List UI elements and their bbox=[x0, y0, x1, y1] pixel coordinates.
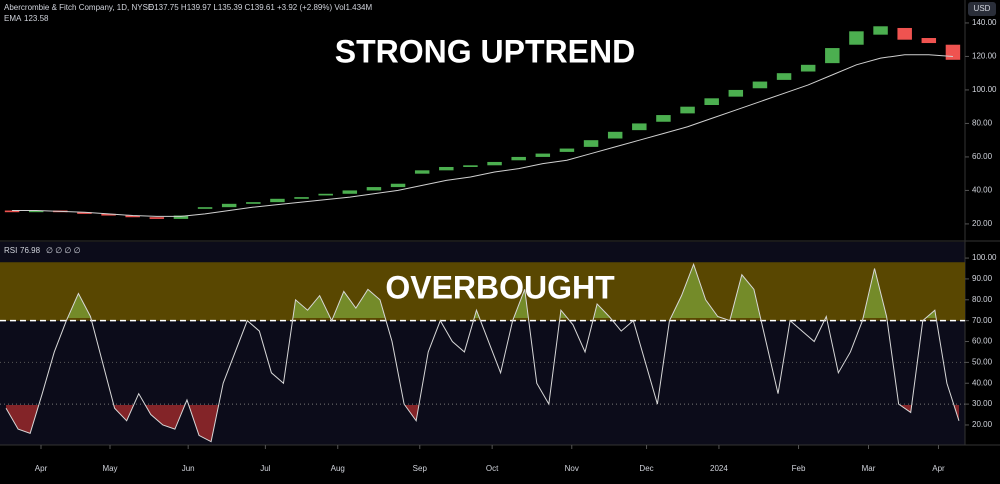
x-tick-label: Apr bbox=[35, 464, 48, 473]
y-tick-label: 70.00 bbox=[972, 316, 993, 325]
y-tick-label: 80.00 bbox=[972, 119, 993, 128]
candle bbox=[800, 64, 816, 72]
candle bbox=[559, 148, 575, 152]
x-tick-label: Feb bbox=[792, 464, 806, 473]
candle bbox=[535, 153, 551, 157]
y-tick-label: 50.00 bbox=[972, 357, 993, 366]
candle bbox=[294, 197, 309, 199]
overbought-band bbox=[0, 262, 965, 321]
candle bbox=[752, 81, 768, 89]
rsi-name: RSI bbox=[4, 246, 17, 255]
trend-annotation: STRONG UPTREND bbox=[335, 33, 635, 69]
candle bbox=[632, 123, 647, 131]
candle bbox=[487, 161, 502, 166]
candle bbox=[28, 210, 44, 213]
candle bbox=[776, 73, 792, 80]
oversold-fill bbox=[6, 405, 959, 442]
candle bbox=[680, 106, 695, 114]
y-tick-label: 30.00 bbox=[972, 399, 993, 408]
candle bbox=[246, 202, 261, 204]
y-tick-label: 140.00 bbox=[972, 18, 997, 27]
candle bbox=[149, 217, 165, 219]
candle bbox=[656, 115, 671, 122]
rsi-flags: ∅ ∅ ∅ ∅ bbox=[46, 246, 81, 255]
rsi-line bbox=[5, 262, 960, 443]
candle bbox=[173, 215, 189, 219]
x-tick-label: Oct bbox=[486, 464, 499, 473]
candle bbox=[463, 165, 478, 167]
currency-badge[interactable] bbox=[968, 2, 996, 16]
y-tick-label: 40.00 bbox=[972, 186, 993, 195]
y-tick-label: 60.00 bbox=[972, 152, 993, 161]
x-tick-label: Jun bbox=[182, 464, 195, 473]
ema-name: EMA bbox=[4, 14, 22, 23]
x-tick-label: 2024 bbox=[710, 464, 728, 473]
y-tick-label: 100.00 bbox=[972, 253, 997, 262]
candle bbox=[414, 170, 430, 174]
x-tick-label: Jul bbox=[260, 464, 270, 473]
ema-value: 123.58 bbox=[24, 14, 49, 23]
candle bbox=[197, 207, 213, 209]
y-tick-label: 20.00 bbox=[972, 219, 993, 228]
plot-layer: 20.00 40.00 60.00 80.00 100.00 120.00 140.00 20… bbox=[0, 18, 997, 473]
candle bbox=[583, 140, 599, 147]
y-tick-label: 40.00 bbox=[972, 378, 993, 387]
candle bbox=[125, 215, 140, 218]
x-tick-label: Aug bbox=[331, 464, 345, 473]
y-tick-label: 20.00 bbox=[972, 420, 993, 429]
candle bbox=[77, 212, 92, 214]
ema-line bbox=[12, 54, 953, 217]
candle bbox=[390, 183, 406, 188]
rsi-value: 76.98 bbox=[20, 246, 41, 255]
y-tick-label: 80.00 bbox=[972, 295, 993, 304]
candle bbox=[897, 27, 912, 40]
candle bbox=[101, 213, 116, 216]
candle bbox=[607, 131, 623, 139]
ohlc-label: O137.75 H139.97 L135.39 C139.61 +3.92 (+… bbox=[148, 3, 373, 12]
candle bbox=[318, 193, 333, 196]
candle bbox=[270, 198, 285, 203]
candle bbox=[342, 190, 358, 194]
x-tick-label: Nov bbox=[565, 464, 579, 473]
candle bbox=[366, 187, 382, 191]
x-tick-label: Mar bbox=[862, 464, 876, 473]
candle bbox=[849, 31, 864, 45]
y-tick-label: 60.00 bbox=[972, 337, 993, 346]
candle bbox=[511, 156, 526, 161]
candle bbox=[825, 48, 840, 64]
candle bbox=[439, 166, 454, 171]
candle bbox=[4, 210, 20, 213]
y-tick-label: 90.00 bbox=[972, 274, 993, 283]
candle bbox=[728, 89, 744, 97]
candle bbox=[221, 203, 237, 208]
y-tick-label: 120.00 bbox=[972, 52, 997, 61]
candle bbox=[704, 98, 719, 106]
overbought-annotation: OVERBOUGHT bbox=[385, 269, 615, 305]
currency[interactable]: USD bbox=[974, 4, 991, 13]
y-tick-label: 100.00 bbox=[972, 85, 997, 94]
candle bbox=[873, 26, 888, 35]
x-tick-label: Apr bbox=[932, 464, 945, 473]
x-tick-label: May bbox=[102, 464, 117, 473]
x-tick-label: Dec bbox=[639, 464, 653, 473]
candle bbox=[945, 44, 961, 60]
symbol-header: Abercrombie & Fitch Company, 1D, NYSE bbox=[4, 3, 153, 12]
candle bbox=[921, 38, 937, 44]
x-tick-label: Sep bbox=[413, 464, 428, 473]
